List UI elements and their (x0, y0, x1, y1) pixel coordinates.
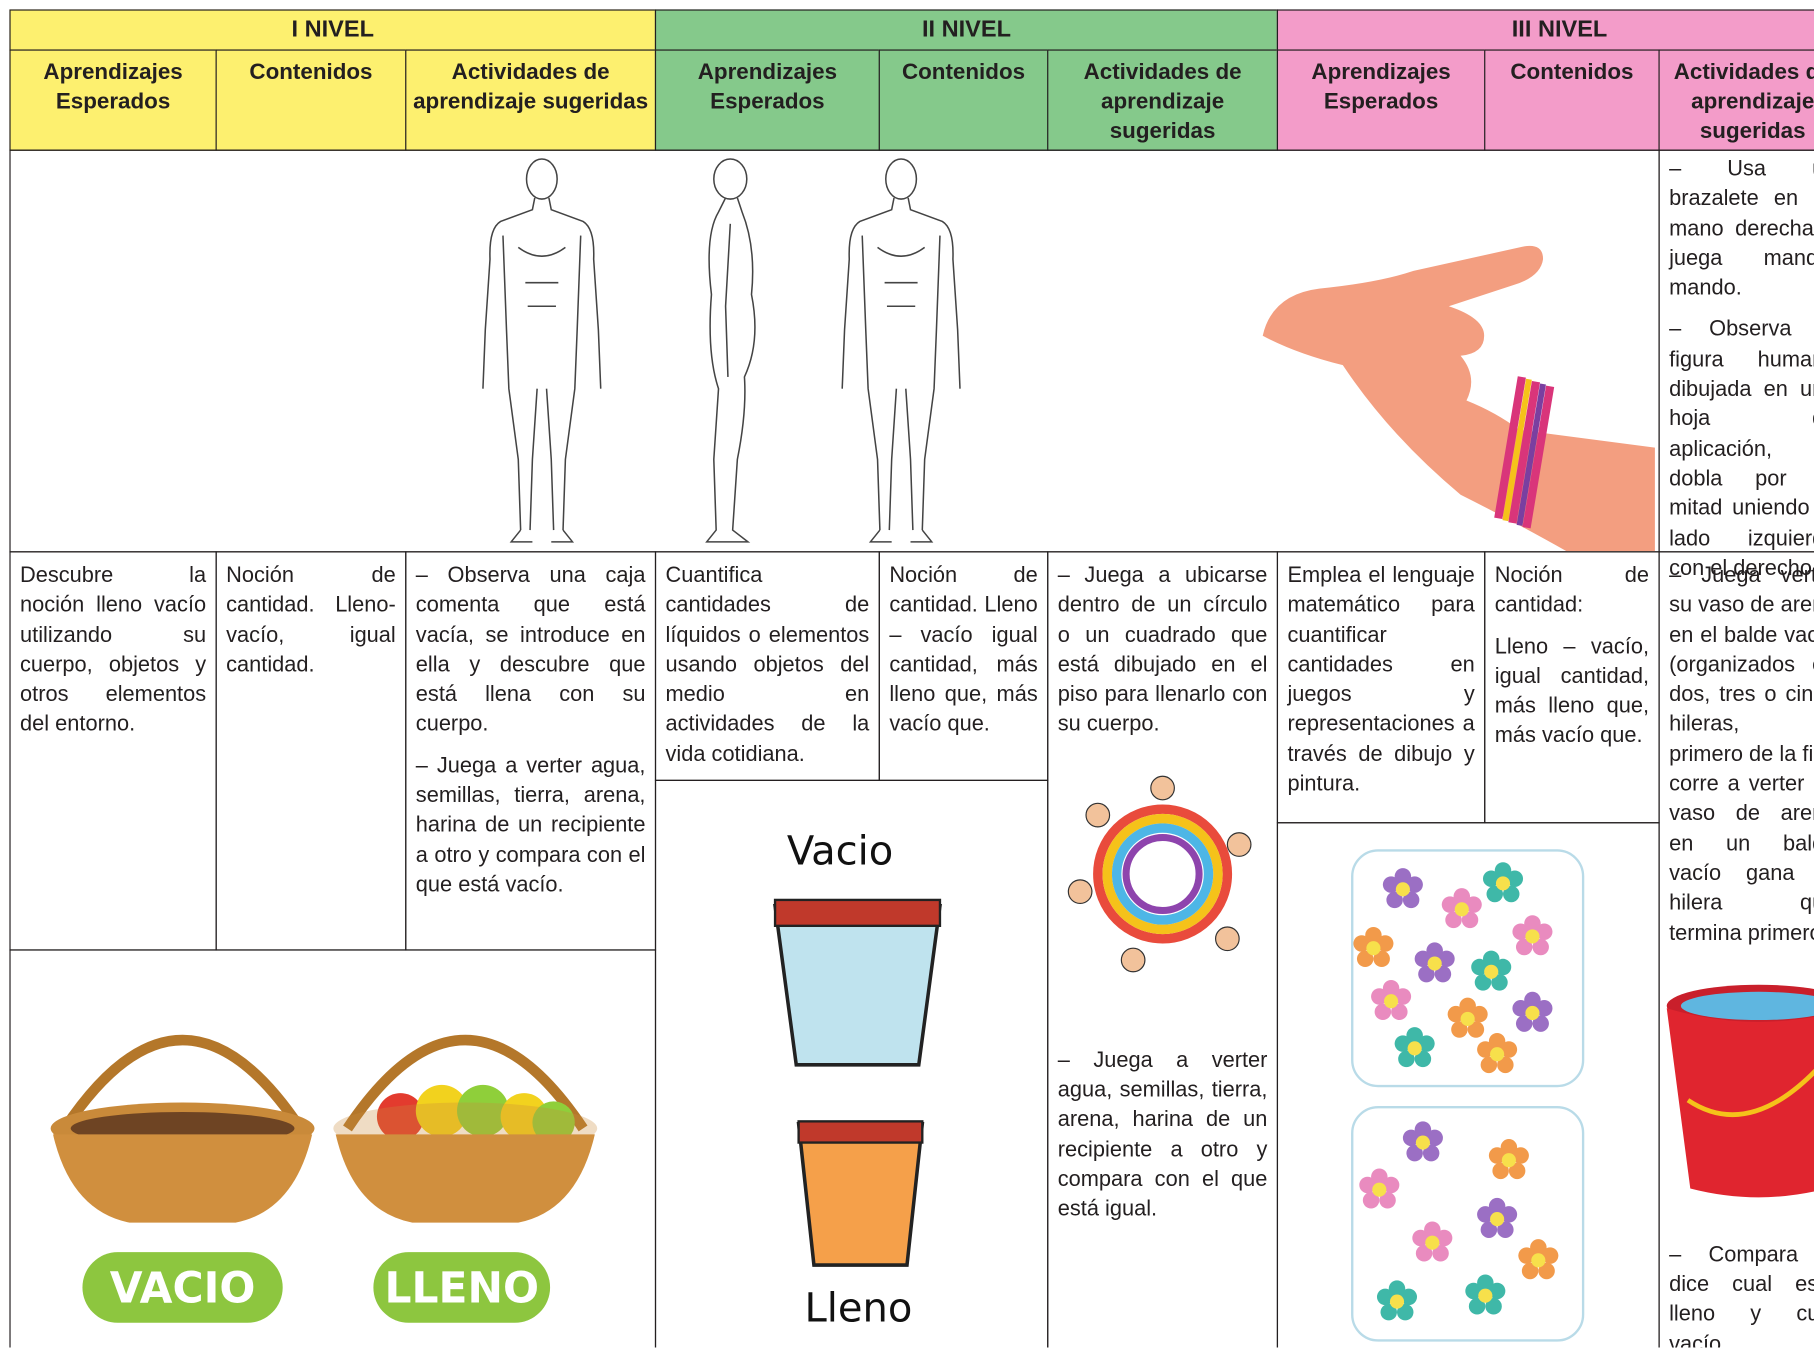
flower-sets (1351, 849, 1585, 1342)
activity-cell: – Observa una caja comenta que está vací… (405, 551, 657, 951)
content: Noción de cantidad. Lleno-vacío, igual c… (226, 561, 396, 676)
baskets: VACIO LLENO (50, 1034, 598, 1323)
activity: – Usa un brazalete en su mano derecha y … (1669, 155, 1814, 300)
column-header: Contenidos (1484, 49, 1660, 151)
activity: – Juega verter su vaso de arena en el ba… (1669, 561, 1814, 945)
image-label: LLENO (384, 1264, 539, 1313)
activity-cell: – Juega verter su vaso de arena en el ba… (1658, 551, 1814, 1348)
level-title: II NIVEL (654, 9, 1279, 51)
bucket (1666, 984, 1814, 1198)
activity-cell: – Juega a ubicarse dentro de un círculo … (1047, 551, 1279, 1348)
contents-cell: Noción de cantidad. Lleno – vacío igual … (878, 551, 1049, 781)
column-header: Contenidos (215, 49, 407, 151)
hand-bracelet (1262, 245, 1655, 552)
column-header: Aprendizajes Esperados (654, 49, 880, 151)
column-header: Actividades de aprendizaje sugeridas (405, 49, 657, 151)
expected-cell: Descubre la noción lleno vacío utilizand… (9, 551, 217, 951)
column-header: Actividades de aprendizaje sugeridas (1658, 49, 1814, 151)
column-header: Actividades de aprendizaje sugeridas (1047, 49, 1279, 151)
level-title: III NIVEL (1276, 9, 1814, 51)
expected-cell: Emplea el lenguaje matemático para cuant… (1276, 551, 1486, 824)
activity: – Juega a verter agua, semillas, tierra,… (1057, 1046, 1268, 1221)
contents-cell: Noción de cantidad: Lleno – vacío, igual… (1484, 551, 1660, 824)
image-label: Vacio (787, 829, 893, 875)
image-label: Lleno (805, 1286, 913, 1332)
contents-cell: Noción de cantidad. Lleno-vacío, igual c… (215, 551, 407, 951)
human-figures (482, 158, 961, 543)
glasses: Vacio Lleno (773, 829, 942, 1332)
expected-cell: Cuantifica cantidades de líquidos o elem… (654, 551, 880, 781)
activity: – Observa una caja comenta que está vací… (415, 561, 646, 736)
activity: – Observa la figura humana dibujada en u… (1669, 316, 1814, 580)
image-label: VACIO (110, 1264, 256, 1313)
activity: – Juega a ubicarse dentro de un círculo … (1057, 561, 1268, 736)
children-circle (1067, 775, 1252, 973)
content: Noción de cantidad: (1494, 561, 1650, 617)
column-header: Aprendizajes Esperados (9, 49, 217, 151)
activity: – Juega a verter agua, semillas, tierra,… (415, 752, 646, 897)
activity-cell: – Usa un brazalete en su mano derecha y … (1658, 149, 1814, 579)
column-header: Aprendizajes Esperados (1276, 49, 1486, 151)
content: Lleno – vacío, igual cantidad, más lleno… (1494, 633, 1650, 748)
activity: – Compara y dice cual está lleno y cual … (1669, 1241, 1814, 1348)
column-header: Contenidos (878, 49, 1049, 151)
level-title: I NIVEL (9, 9, 657, 51)
content: Noción de cantidad. Lleno – vacío igual … (889, 561, 1038, 736)
